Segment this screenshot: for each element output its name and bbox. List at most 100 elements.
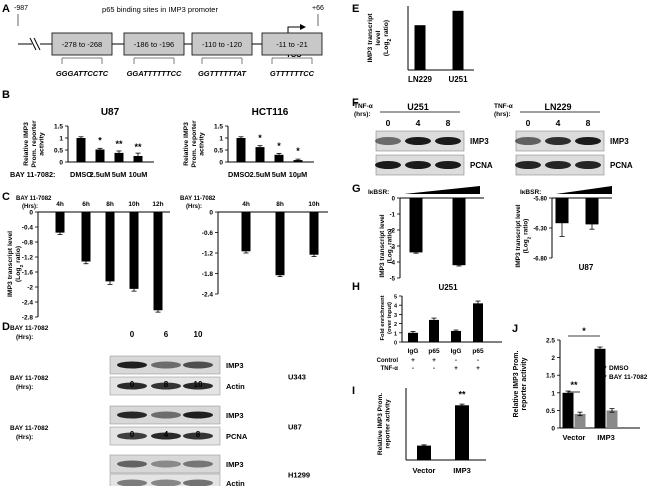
- blot-band: [435, 161, 461, 169]
- bar: [606, 410, 618, 428]
- g-ylabel-ratio: ratio): [387, 229, 394, 247]
- b-ylabel: Relative IMP3Prom. reporteractivity: [183, 120, 206, 168]
- significance-mark: *: [98, 136, 102, 146]
- y-tick-label: 0.5: [546, 408, 555, 415]
- blot-cell-line: U343: [288, 373, 306, 382]
- f-treat-label: (hrs):: [354, 111, 371, 118]
- blot-band: [405, 161, 431, 169]
- bar: [95, 149, 105, 162]
- y-tick-label: -1.8: [202, 271, 214, 278]
- blot-band: [183, 460, 213, 468]
- c-ylabel-sub: 2: [18, 264, 24, 267]
- blot-band-label: Actin: [226, 382, 245, 391]
- y-tick-label: 0: [59, 160, 63, 167]
- blot-band: [435, 137, 461, 145]
- y-tick-label: 1: [551, 390, 555, 397]
- bar: [274, 154, 284, 162]
- blot-cell-line: H1299: [288, 471, 310, 480]
- g-treat-label: IκBSR:: [520, 189, 541, 196]
- f-cell-line: U251: [407, 102, 429, 112]
- bar: [81, 212, 91, 262]
- binding-site-sequence: GGATTTTTTCC: [127, 69, 182, 78]
- y-tick-label: -4: [390, 261, 396, 267]
- panel-label-e: E: [352, 3, 359, 15]
- y-tick-label: 2: [394, 322, 397, 328]
- panel-label-j: J: [512, 323, 518, 335]
- d-treat-label: BAY 11-7082: [10, 325, 49, 332]
- f-treat-label: TNF-α: [354, 103, 373, 110]
- panel-label-g: G: [352, 183, 361, 195]
- legend-entry: BAY 11-7082: [609, 374, 648, 381]
- bar: [114, 152, 124, 162]
- bar: [452, 198, 466, 266]
- g-cell-line: U251: [438, 283, 458, 292]
- y-tick-label: -2: [390, 229, 396, 235]
- blot-band: [375, 137, 401, 145]
- blot-band: [117, 411, 147, 419]
- panel-label-h: H: [352, 281, 360, 293]
- y-tick-label: -1.2: [202, 251, 214, 258]
- promoter-end-label: +66: [312, 5, 324, 12]
- y-tick-label: 1.5: [214, 124, 223, 131]
- j-category-label: IMP3: [597, 433, 615, 442]
- blot-band: [405, 137, 431, 145]
- binding-site-range: -11 to -21: [276, 40, 308, 49]
- y-tick-label: 2: [551, 355, 555, 362]
- panel-label-d: D: [2, 321, 10, 333]
- promoter-title: p65 binding sites in IMP3 promoter: [102, 5, 218, 14]
- x-category-label: 10µM: [289, 170, 307, 179]
- y-tick-label: 0: [219, 160, 223, 167]
- bar: [153, 212, 163, 311]
- i-category-label: Vector: [413, 466, 436, 475]
- blot-band: [117, 460, 147, 468]
- blot-band: [183, 361, 213, 369]
- bar: [309, 212, 319, 255]
- d-time-label: 0: [130, 430, 135, 439]
- b-chart-title: U87: [101, 107, 120, 118]
- y-tick-label: 1: [394, 331, 397, 337]
- j-ylabel-line: Relative IMP3 Prom.: [513, 350, 520, 417]
- bar: [409, 198, 423, 253]
- blot-band-label: PCNA: [470, 161, 493, 170]
- bar: [574, 413, 586, 428]
- dose-wedge: [556, 186, 612, 194]
- blot-strip: [109, 454, 221, 474]
- panel-label-i: I: [352, 385, 355, 397]
- g-ylabel-line: IMP3 transcript level: [379, 214, 386, 277]
- significance-mark: **: [115, 139, 123, 149]
- bar: [562, 392, 574, 428]
- c-treat-label: BAY 11-7082: [16, 196, 52, 202]
- c-time-label: 6h: [82, 201, 90, 208]
- blot-band-label: IMP3: [226, 411, 244, 420]
- promoter-break-1: [29, 37, 37, 51]
- h-row-mark: -: [477, 357, 479, 364]
- b-ylabel-line: Relative IMP3: [23, 122, 30, 166]
- blot-band: [151, 460, 181, 468]
- y-tick-label: 0: [209, 210, 213, 217]
- h-category-label: p65: [472, 348, 484, 355]
- y-tick-label: 2.5: [546, 338, 555, 345]
- b-ylabel-line: Prom. reporter: [31, 120, 38, 168]
- e-ylabel-log: (Log: [383, 41, 390, 56]
- y-tick-label: -1.2: [22, 255, 34, 262]
- bar: [255, 147, 265, 162]
- g-ylabel-line: IMP3 transcript level: [515, 204, 522, 267]
- y-tick-label: -0.4: [22, 225, 34, 232]
- blot-band: [183, 382, 213, 390]
- e-ylabel-line: level: [375, 30, 382, 45]
- x-category-label: 2.5uM: [250, 170, 271, 179]
- x-category-label: DMSO: [70, 170, 92, 179]
- legend-entry: DMSO: [609, 365, 629, 372]
- y-tick-label: 0: [29, 210, 33, 217]
- y-tick-label: -2.4: [22, 300, 34, 307]
- y-tick-label: -1.6: [22, 270, 34, 277]
- legend-marker-dmso: *: [604, 365, 607, 372]
- x-category-label: 5uM: [272, 170, 287, 179]
- g-ylabel-sub: 2: [526, 236, 531, 239]
- g-ylabel: IMP3 transcript level(Log2 ratio): [515, 204, 531, 267]
- blot-band-label: IMP3: [226, 460, 244, 469]
- h-row-mark: +: [454, 365, 458, 372]
- y-tick-label: -3: [390, 245, 396, 251]
- legend-marker-bay: *: [604, 374, 607, 381]
